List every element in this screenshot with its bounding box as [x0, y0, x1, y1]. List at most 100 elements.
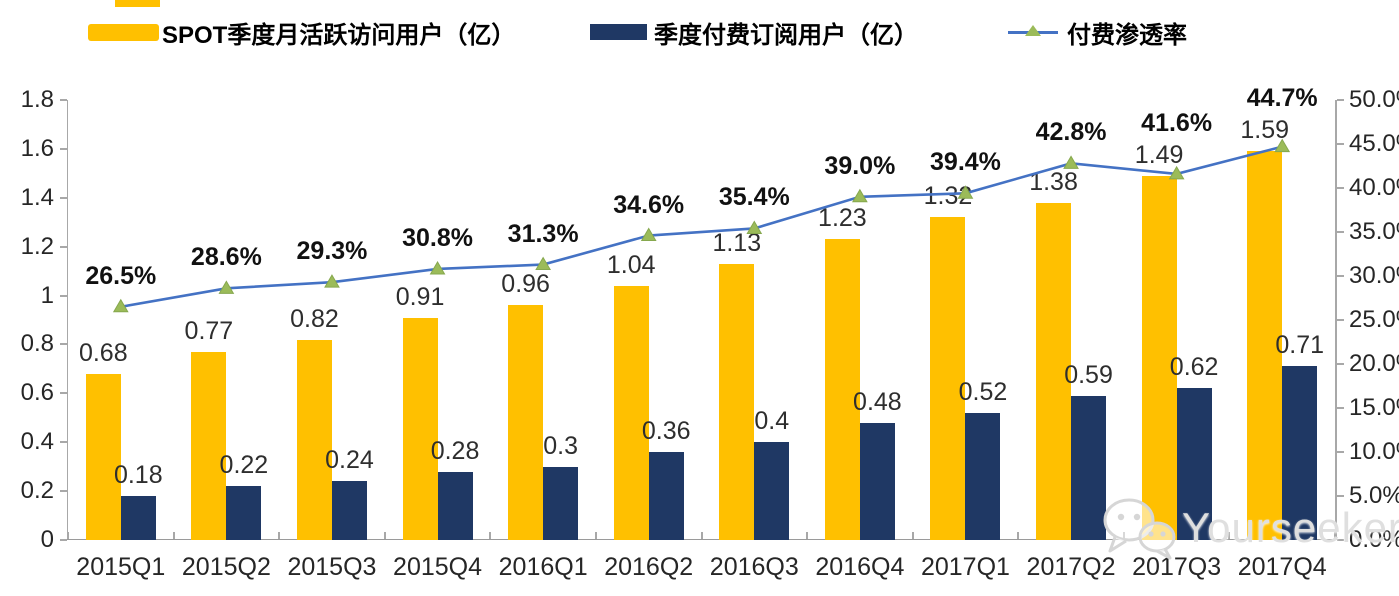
cropped-swatch-fragment: [115, 0, 160, 7]
bar-value-label: 0.18: [113, 461, 163, 489]
bar-value-label: 0.68: [78, 338, 128, 367]
line-marker-triangle-icon: [1168, 165, 1185, 180]
percent-label: 35.4%: [718, 183, 790, 212]
bar-value-label: 0.3: [543, 431, 579, 460]
line-marker-triangle-icon: [218, 280, 235, 294]
axis-tick: [594, 532, 597, 539]
bar-value-label: 0.71: [1275, 331, 1325, 360]
bar-subs: [859, 422, 895, 540]
axis-tick: [806, 532, 809, 539]
watermark: Yourseeker: [1102, 496, 1399, 560]
y-axis-tick-label: 45.0%: [1349, 130, 1399, 157]
axis-tick: [1336, 187, 1344, 189]
x-axis-label: 2017Q4: [1237, 553, 1327, 581]
bar-subs: [226, 486, 262, 540]
y-axis-tick-label: 30.0%: [1349, 262, 1399, 289]
bar-mau: [1141, 175, 1177, 540]
percent-label: 30.8%: [402, 223, 473, 252]
legend-label-mau: SPOT季度月活跃访问用户（亿）: [162, 21, 516, 49]
percent-label: 39.0%: [824, 151, 896, 180]
legend-label-subs: 季度付费订阅用户（亿）: [654, 21, 918, 49]
bar-value-label: 0.82: [290, 304, 339, 333]
percent-label: 39.4%: [930, 148, 1001, 177]
axis-tick: [1336, 275, 1344, 277]
x-axis-label: 2016Q4: [815, 553, 905, 581]
bar-value-label: 0.4: [754, 407, 790, 436]
y-axis-tick-label: 10.0%: [1349, 438, 1399, 465]
line-marker-triangle-icon: [746, 220, 763, 234]
axis-tick: [1336, 231, 1344, 233]
percent-label: 29.3%: [296, 237, 368, 266]
y-axis-tick-label: 40.0%: [1349, 174, 1399, 201]
y-axis-tick-label: 0.2: [20, 477, 54, 505]
line-path: [120, 145, 1283, 309]
y-axis-tick-label: 1.4: [20, 183, 54, 211]
bar-value-label: 1.23: [818, 204, 867, 233]
y-axis-tick-label: 0.8: [20, 330, 54, 358]
bar-mau: [930, 217, 966, 540]
x-axis-label: 2015Q2: [181, 553, 271, 581]
line-marker-triangle-icon: [535, 256, 551, 271]
y-axis-tick-label: 1.8: [20, 86, 54, 113]
bar-mau: [191, 351, 227, 540]
bar-subs: [754, 442, 790, 540]
axis-tick: [1336, 319, 1344, 321]
bar-value-label: 0.52: [958, 377, 1008, 406]
bar-value-label: 0.59: [1064, 360, 1113, 389]
bar-subs: [965, 412, 1001, 540]
legend-triangle-marker-icon: [1025, 24, 1041, 36]
bar-value-label: 1.04: [606, 250, 656, 279]
bar-mau: [402, 317, 438, 540]
axis-tick: [1017, 532, 1020, 539]
bar-value-label: 0.28: [430, 436, 480, 465]
axis-tick: [1334, 532, 1336, 539]
bar-subs: [543, 466, 579, 540]
axis-tick: [1336, 143, 1344, 145]
bar-mau: [296, 339, 332, 540]
bar-mau: [1247, 151, 1283, 540]
axis-tick: [60, 147, 67, 150]
bar-value-label: 1.49: [1134, 140, 1184, 169]
legend-swatch-subs-bar: [590, 24, 647, 40]
y-axis-tick-label: 1.6: [20, 134, 54, 162]
y-axis-tick-label: 0.4: [20, 428, 54, 456]
axis-tick: [1336, 99, 1344, 101]
y-axis-right-line: [1335, 100, 1337, 540]
bar-subs: [1176, 388, 1212, 540]
axis-tick: [60, 343, 67, 346]
bar-value-label: 0.96: [501, 270, 550, 299]
axis-tick: [1336, 451, 1344, 453]
bar-subs: [1071, 395, 1107, 540]
bar-mau: [719, 263, 755, 540]
y-axis-tick-label: 35.0%: [1349, 218, 1399, 245]
bar-subs: [331, 481, 367, 540]
line-marker-triangle-icon: [957, 185, 974, 199]
bar-mau: [508, 305, 544, 540]
bar-value-label: 0.22: [219, 451, 269, 480]
y-axis-tick-label: 1.2: [20, 232, 54, 260]
line-marker-triangle-icon: [324, 274, 340, 288]
axis-tick: [60, 490, 67, 493]
y-axis-tick-label: 1: [40, 281, 54, 309]
x-axis-label: 2015Q1: [76, 553, 166, 581]
y-axis-tick-label: 0: [40, 526, 54, 553]
bar-value-label: 0.36: [641, 417, 691, 445]
y-axis-tick-label: 50.0%: [1349, 86, 1399, 113]
axis-tick: [60, 441, 67, 444]
x-axis-label: 2017Q2: [1026, 553, 1116, 581]
y-axis-left-line: [66, 100, 69, 540]
legend-item-mau: SPOT季度月活跃访问用户（亿）: [88, 13, 515, 51]
line-marker-triangle-icon: [112, 298, 129, 313]
axis-tick: [1336, 363, 1344, 365]
axis-tick: [60, 392, 67, 395]
bar-mau: [85, 373, 121, 540]
line-marker-triangle-icon: [429, 260, 446, 275]
axis-tick: [60, 196, 67, 199]
x-axis-label: 2016Q1: [498, 553, 588, 581]
line-marker-triangle-icon: [1274, 138, 1291, 153]
percent-label: 26.5%: [85, 261, 157, 290]
axis-tick: [172, 532, 175, 539]
axis-tick: [60, 539, 67, 541]
axis-tick: [489, 532, 492, 539]
